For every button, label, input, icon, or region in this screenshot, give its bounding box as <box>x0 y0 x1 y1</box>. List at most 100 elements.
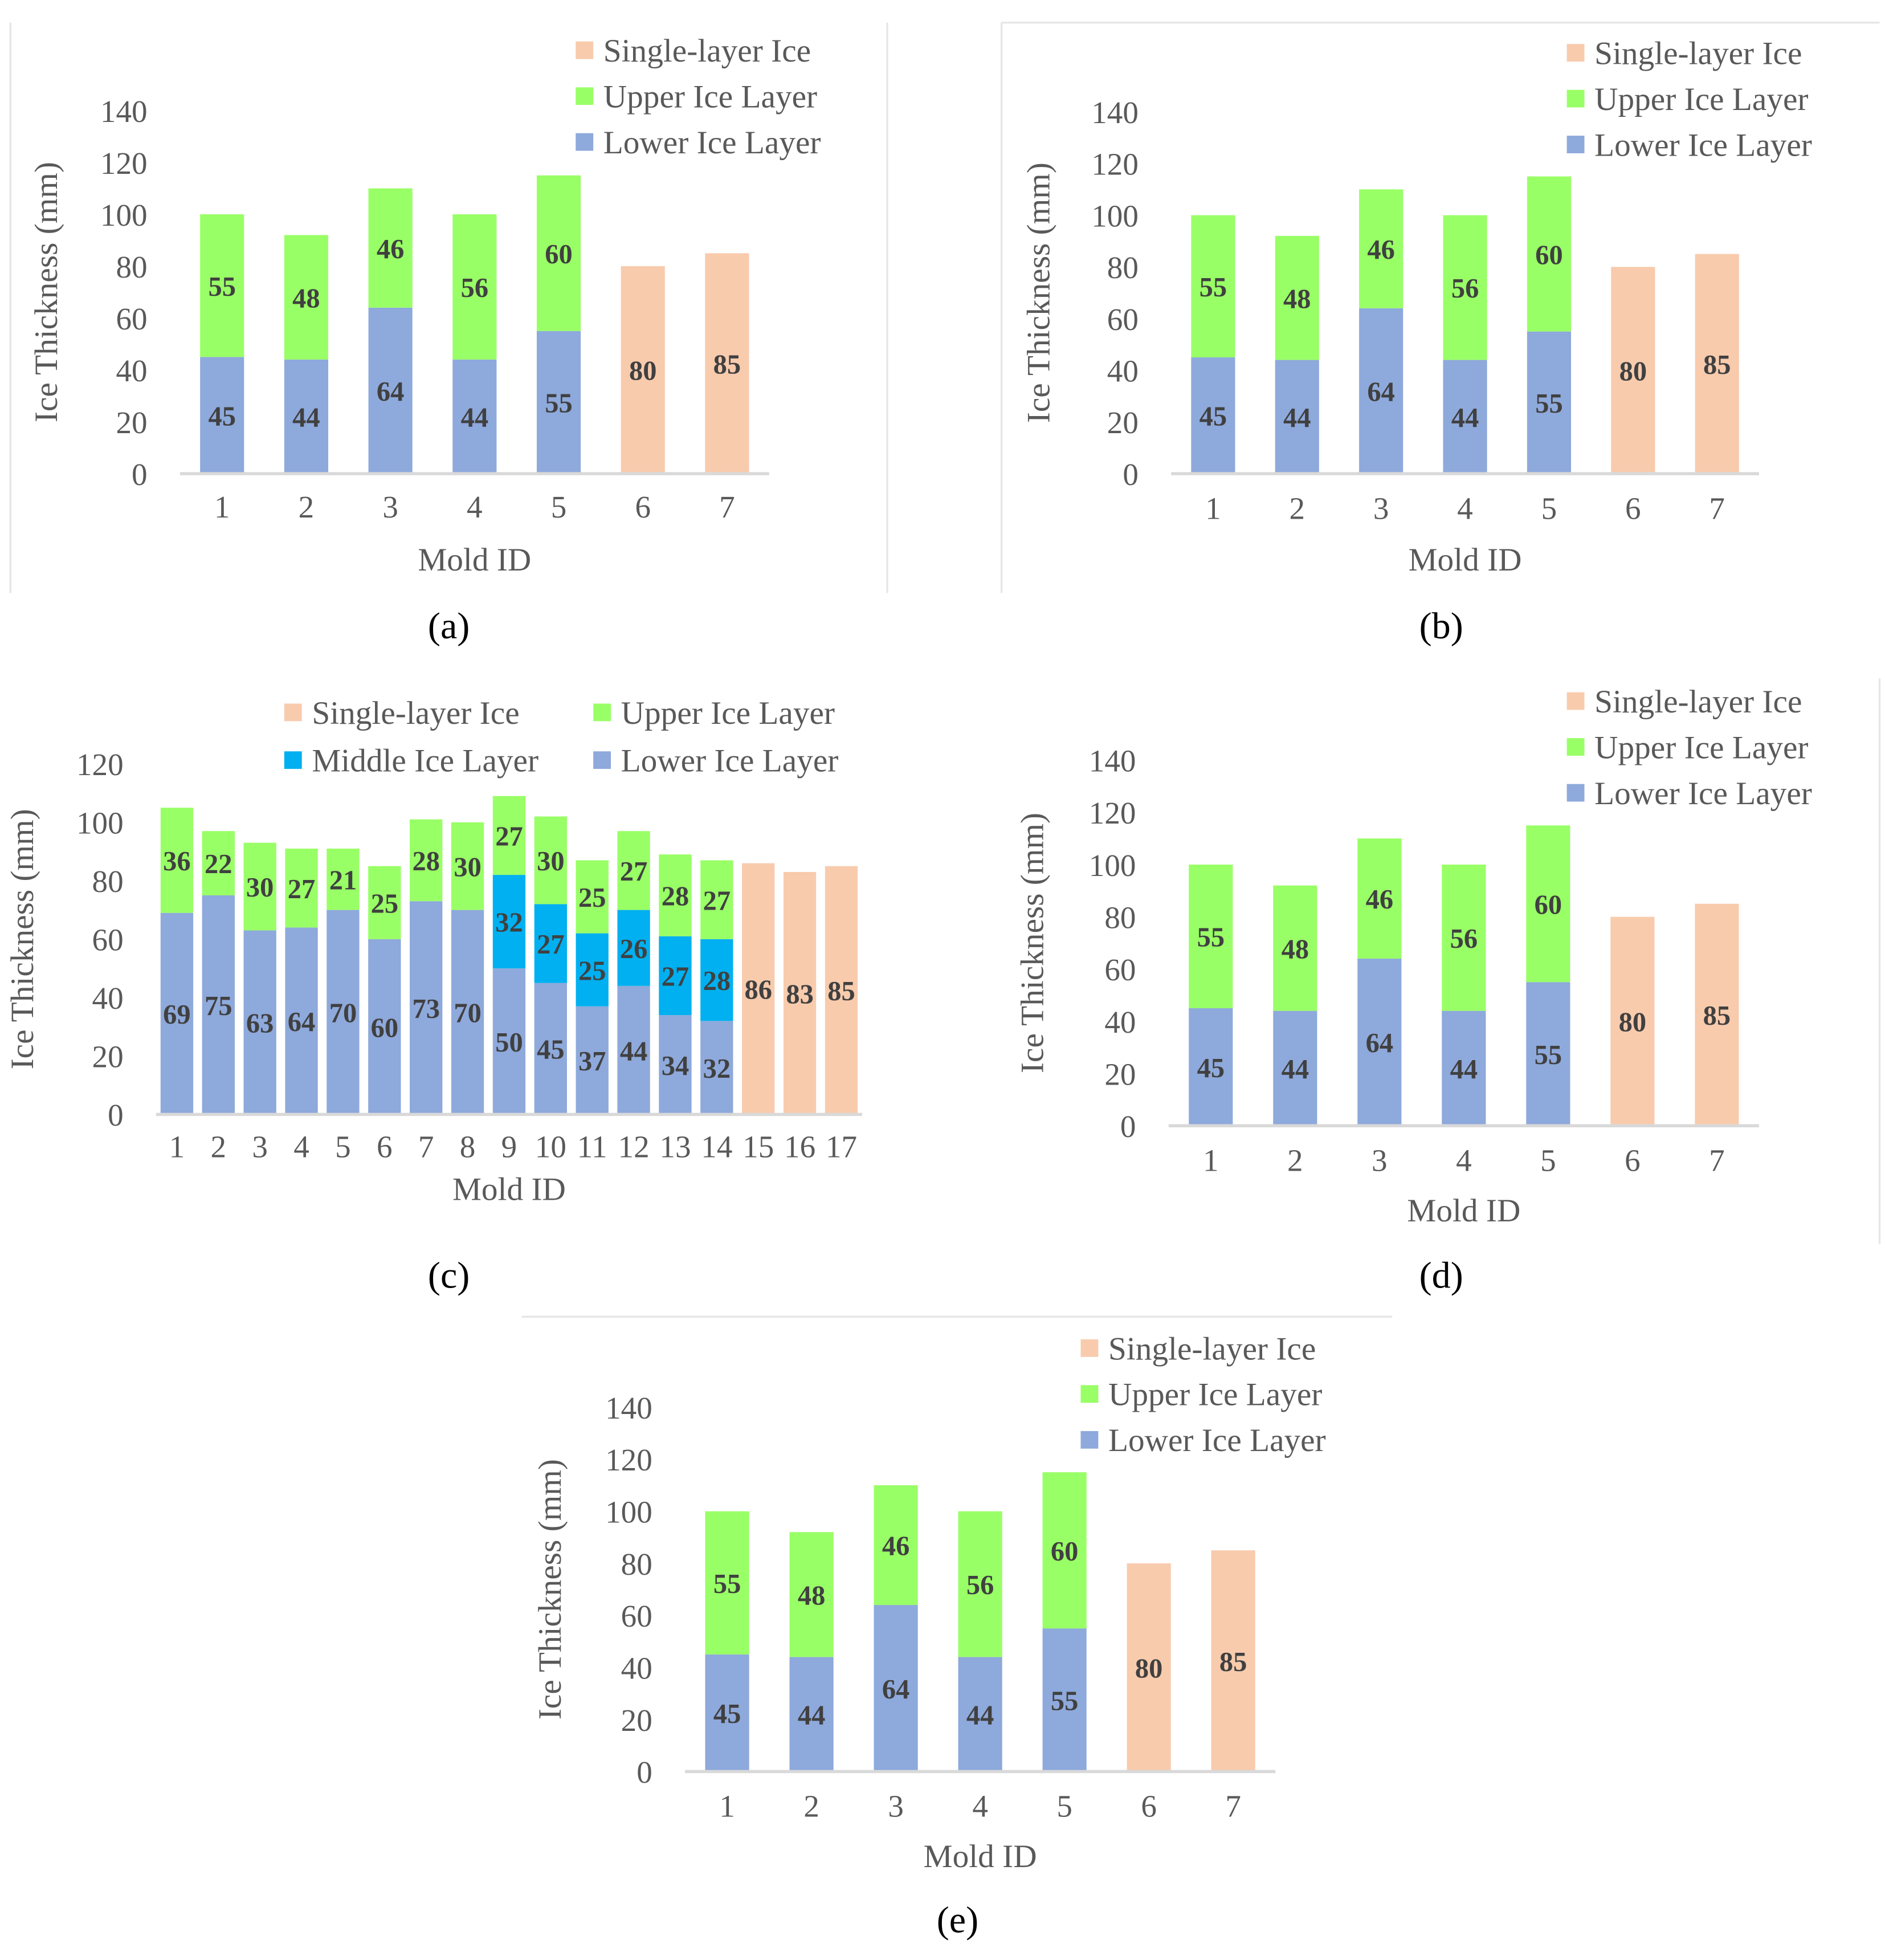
data-label: 55 <box>1199 272 1227 303</box>
legend-swatch <box>1080 1339 1099 1357</box>
data-label: 21 <box>329 865 357 895</box>
data-label: 64 <box>882 1674 909 1705</box>
bar-single-layer-ice-7 <box>1211 1550 1255 1772</box>
data-label: 27 <box>662 962 689 992</box>
x-tick-label: 2 <box>1287 1143 1303 1178</box>
y-tick-label: 120 <box>76 747 124 782</box>
bar-single-layer-ice-6 <box>1127 1563 1171 1772</box>
y-tick-label: 100 <box>76 806 124 841</box>
bar-middle-ice-layer-11 <box>576 933 609 1007</box>
data-label: 48 <box>1282 934 1309 964</box>
y-tick-label: 60 <box>1107 302 1139 337</box>
y-tick-label: 60 <box>621 1599 652 1633</box>
legend-swatch <box>1566 89 1585 108</box>
data-label: 46 <box>1367 235 1394 265</box>
y-tick-label: 140 <box>1089 744 1136 779</box>
data-label: 30 <box>454 852 481 882</box>
data-label: 45 <box>713 1699 741 1729</box>
data-label: 44 <box>461 403 488 433</box>
data-label: 80 <box>1135 1653 1162 1684</box>
bar-upper-ice-layer-6 <box>368 866 401 939</box>
data-label: 27 <box>703 886 731 916</box>
legend-swatch <box>284 703 302 722</box>
x-tick-label: 13 <box>659 1129 691 1164</box>
data-label: 64 <box>288 1007 315 1037</box>
bar-upper-ice-layer-1 <box>160 808 194 913</box>
bar-upper-ice-layer-1 <box>705 1511 749 1655</box>
bar-lower-ice-layer-2 <box>1275 360 1319 474</box>
x-tick-label: 7 <box>1709 491 1725 525</box>
legend: Single-layer Ice Upper Ice Layer Lower Ice… <box>1080 1331 1326 1458</box>
bar-single-layer-ice-6 <box>1611 267 1655 474</box>
bar-middle-ice-layer-13 <box>659 936 692 1016</box>
legend-label: Lower Ice Layer <box>1594 776 1812 812</box>
data-label: 60 <box>1051 1537 1078 1567</box>
data-label: 56 <box>1451 274 1479 304</box>
bar-upper-ice-layer-14 <box>700 860 733 939</box>
x-tick-label: 1 <box>1203 1143 1219 1178</box>
bar-upper-ice-layer-4 <box>1442 865 1486 1011</box>
data-label: 44 <box>1282 1054 1309 1085</box>
bar-lower-ice-layer-5 <box>1042 1628 1087 1772</box>
legend-swatch <box>1080 1385 1099 1403</box>
data-label: 55 <box>545 389 572 419</box>
x-tick-label: 1 <box>169 1129 185 1164</box>
y-tick-label: 40 <box>1107 354 1139 389</box>
bar-lower-ice-layer-3 <box>243 930 276 1115</box>
bar-upper-ice-layer-7 <box>410 819 443 902</box>
data-label: 60 <box>371 1013 398 1043</box>
y-tick-label: 80 <box>621 1547 652 1582</box>
data-label: 83 <box>786 979 813 1009</box>
y-tick-label: 0 <box>132 457 148 492</box>
legend: Single-layer Ice Upper Ice Layer Lower Ice… <box>1566 684 1812 812</box>
data-label: 85 <box>1703 350 1731 380</box>
data-label: 45 <box>208 401 235 431</box>
legend-swatch <box>1566 738 1585 756</box>
legend: Single-layer Ice Upper Ice Layer Lower Ice… <box>1566 35 1812 163</box>
bar-lower-ice-layer-6 <box>368 939 401 1115</box>
data-label: 55 <box>1197 923 1225 953</box>
data-label: 85 <box>713 349 741 380</box>
y-tick-label: 120 <box>100 146 148 181</box>
data-label: 46 <box>377 234 404 264</box>
bar-upper-ice-layer-5 <box>1526 825 1570 983</box>
x-tick-label: 5 <box>1540 1143 1556 1178</box>
bar-upper-ice-layer-2 <box>1275 235 1319 360</box>
data-label: 80 <box>1619 356 1647 386</box>
y-tick-label: 60 <box>1104 952 1136 987</box>
data-label: 44 <box>1283 403 1311 433</box>
data-label: 85 <box>1219 1647 1247 1677</box>
legend-label: Upper Ice Layer <box>1108 1377 1322 1413</box>
y-tick-label: 20 <box>1107 405 1139 440</box>
legend-label: Lower Ice Layer <box>621 743 839 779</box>
bar-middle-ice-layer-10 <box>534 904 567 983</box>
bar-lower-ice-layer-5 <box>1526 982 1570 1126</box>
legend-label: Single-layer Ice <box>1594 684 1802 720</box>
bar-upper-ice-layer-5 <box>1527 176 1572 332</box>
bar-upper-ice-layer-3 <box>874 1485 918 1606</box>
x-tick-label: 14 <box>701 1129 732 1164</box>
bar-lower-ice-layer-2 <box>284 359 329 474</box>
legend-label: Lower Ice Layer <box>603 125 821 161</box>
bar-upper-ice-layer-3 <box>368 188 413 308</box>
x-tick-label: 5 <box>1056 1789 1072 1824</box>
x-tick-label: 3 <box>1372 1143 1388 1178</box>
x-tick-label: 6 <box>635 490 651 524</box>
bar-upper-ice-layer-2 <box>284 235 329 360</box>
y-axis-title: Ice Thickness (mm) <box>532 1459 568 1719</box>
bar-upper-ice-layer-3 <box>1359 189 1403 308</box>
bar-upper-ice-layer-1 <box>200 214 244 357</box>
bar-lower-ice-layer-4 <box>452 359 497 474</box>
x-tick-label: 11 <box>577 1129 607 1164</box>
panel-label: (b) <box>1419 605 1463 647</box>
y-tick-label: 80 <box>92 864 124 899</box>
legend-swatch <box>1566 784 1585 802</box>
data-label: 32 <box>703 1054 731 1084</box>
bar-lower-ice-layer-12 <box>617 985 650 1115</box>
data-label: 60 <box>545 239 572 270</box>
x-tick-label: 6 <box>1625 1143 1641 1178</box>
data-label: 22 <box>205 849 232 879</box>
legend-label: Lower Ice Layer <box>1108 1423 1326 1458</box>
x-tick-label: 6 <box>1625 491 1641 525</box>
bar-single-layer-ice-6 <box>1610 916 1655 1126</box>
